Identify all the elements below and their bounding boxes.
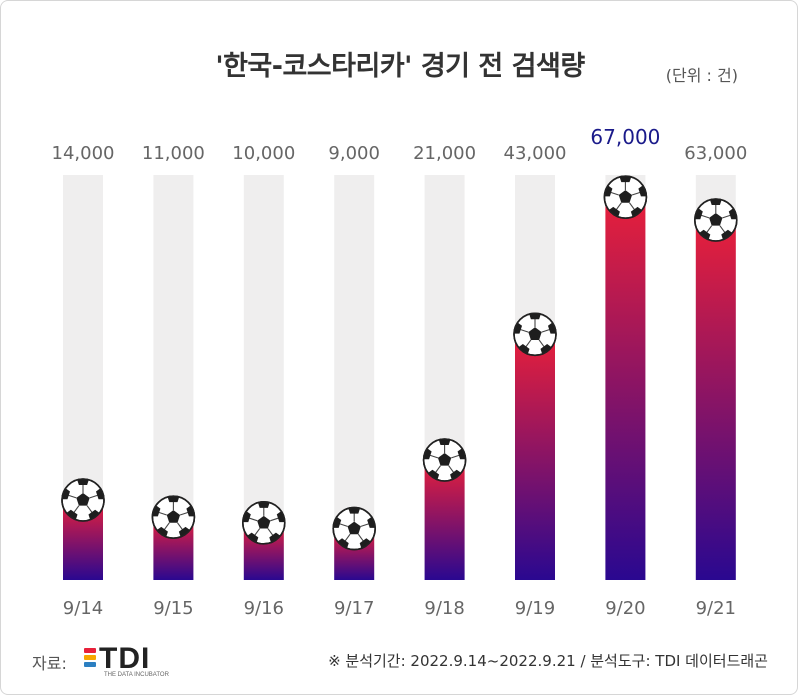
value-label: 43,000 [504,143,567,164]
value-label: 21,000 [413,143,476,164]
source-label: 자료: [32,654,67,673]
unit-label: (단위 : 건) [665,66,738,85]
soccer-ball-icon [603,175,648,219]
x-tick-label: 9/15 [153,598,193,619]
x-tick-label: 9/14 [63,598,103,619]
x-tick-label: 9/20 [605,598,645,619]
x-tick-label: 9/19 [515,598,555,619]
value-label: 10,000 [232,143,295,164]
x-tick-label: 9/18 [424,598,464,619]
x-tick-label: 9/21 [696,598,736,619]
logo-bars-icon [84,648,96,669]
value-label: 67,000 [590,125,660,149]
bar-9-21 [695,220,736,580]
chart-title: '한국-코스타리카' 경기 전 검색량 [215,51,585,82]
soccer-ball-icon [422,438,467,482]
footer: 자료: TDI THE DATA INCUBATOR ※ 분석기간: 2022.… [0,640,800,680]
value-label: 63,000 [684,143,747,164]
bar-9-20 [605,197,646,580]
bar-chart: 14,000 9/14 11,000 9/15 10,000 9/16 9,000 9/17 2… [52,125,748,619]
x-tick-label: 9/17 [334,598,374,619]
value-label: 14,000 [52,143,115,164]
analysis-note: ※ 분석기간: 2022.9.14~2022.9.21 / 분석도구: TDI … [328,652,768,670]
logo-text: TDI [99,642,151,675]
soccer-ball-icon [151,495,196,539]
tdi-logo: TDI THE DATA INCUBATOR [84,642,184,680]
soccer-ball-icon [61,478,105,522]
x-tick-label: 9/16 [244,598,284,619]
logo-subtitle: THE DATA INCUBATOR [104,672,169,678]
soccer-ball-icon [241,501,286,545]
value-label: 11,000 [142,143,205,164]
bar-9-19 [515,334,555,580]
value-label: 9,000 [328,143,380,164]
